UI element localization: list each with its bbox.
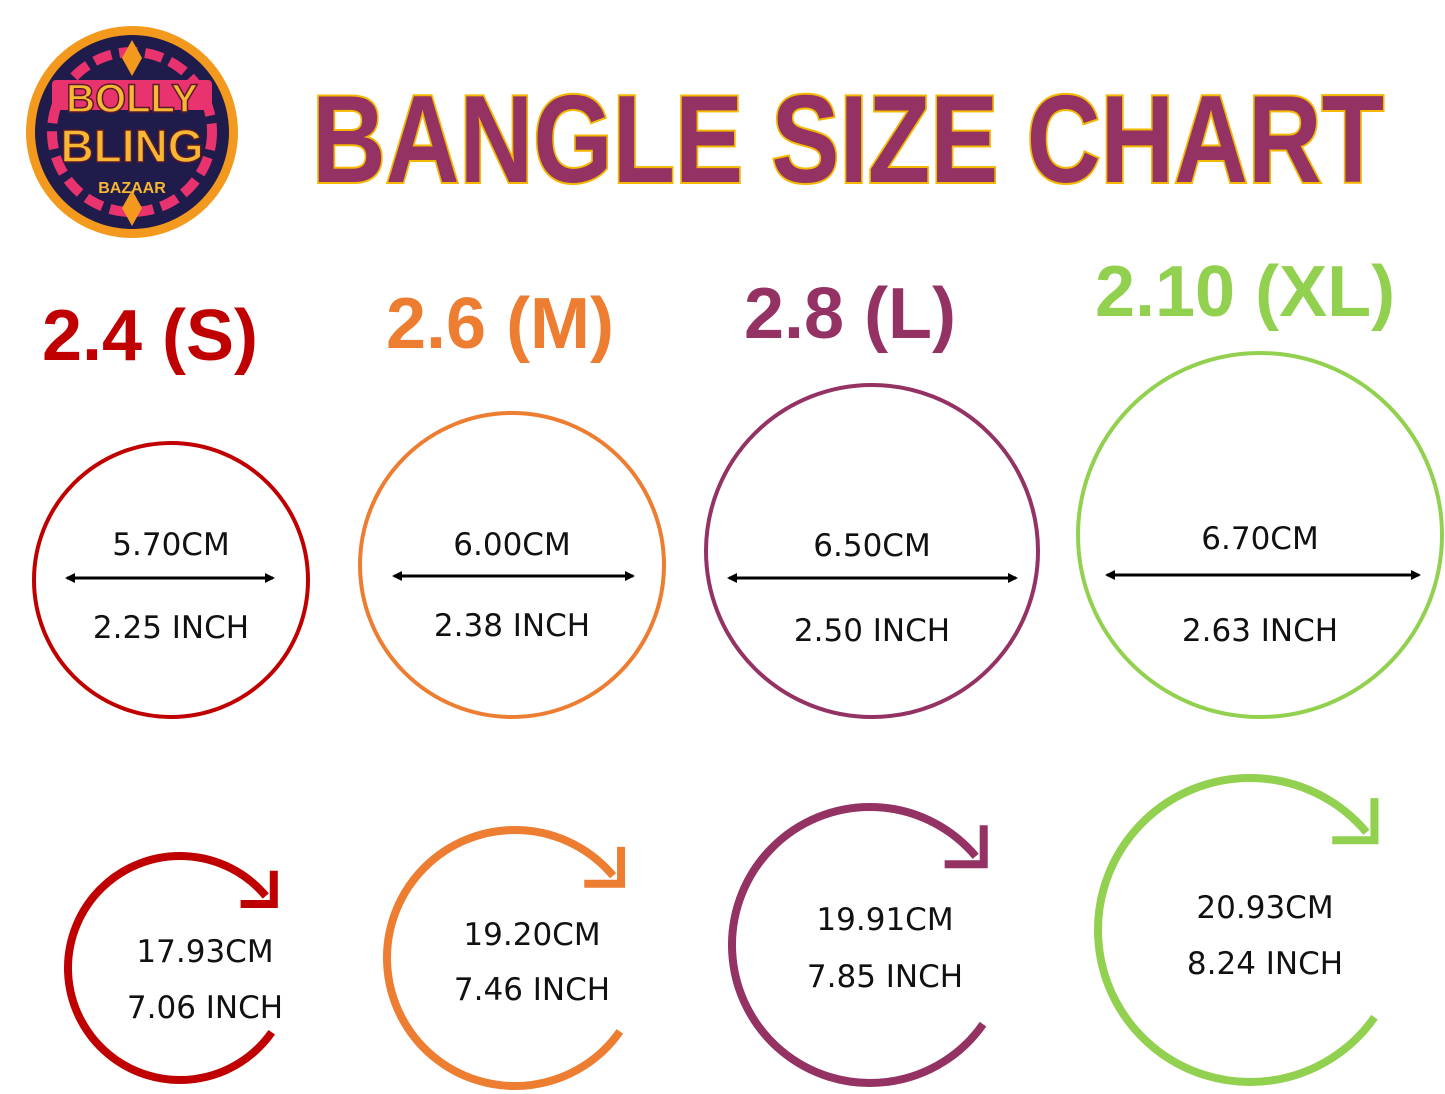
- diameter-cm-l: 6.50CM: [813, 528, 930, 564]
- circumference-arrowhead-icon-s: [240, 870, 278, 909]
- diameter-circle-s: [32, 441, 310, 719]
- diameter-circle-m: [358, 411, 666, 719]
- circumference-arrowhead-icon-m: [584, 846, 626, 888]
- size-label-s: 2.4 (S): [42, 296, 258, 376]
- circumference-arc-s: [64, 852, 276, 1084]
- logo-text-bazaar: BAZAAR: [98, 180, 166, 197]
- circumference-arrowhead-icon-l: [944, 825, 988, 869]
- circumference-inch-m: 7.46 INCH: [454, 972, 610, 1008]
- circumference-inch-l: 7.85 INCH: [807, 959, 963, 995]
- size-column-m: 2.6 (M) 6.00CM 2.38 INCH 19.20CM 7.46 INCH: [358, 284, 666, 1090]
- bolly-bling-bazaar-logo: BOLLY BLING BAZAAR: [26, 26, 238, 238]
- page-title: BANGLE SIZE CHART: [312, 71, 1384, 209]
- circumference-arc-xl: [1094, 773, 1378, 1086]
- circumference-arc-m: [383, 826, 624, 1090]
- diameter-inch-xl: 2.63 INCH: [1182, 613, 1338, 649]
- size-column-l: 2.8 (L) 6.50CM 2.50 INCH 19.91CM 7.85 INCH: [704, 274, 1040, 1087]
- logo-diamond-top: [122, 40, 142, 76]
- diameter-cm-m: 6.00CM: [453, 527, 570, 563]
- circumference-cm-xl: 20.93CM: [1196, 890, 1333, 926]
- size-label-l: 2.8 (L): [744, 274, 956, 354]
- diameter-inch-m: 2.38 INCH: [434, 608, 590, 644]
- circumference-cm-m: 19.20CM: [463, 917, 600, 953]
- circumference-arrowhead-icon-xl: [1332, 798, 1379, 845]
- diameter-circle-l: [704, 383, 1040, 719]
- logo-text-bling: BLING: [60, 120, 203, 172]
- size-column-s: 2.4 (S) 5.70CM 2.25 INCH 17.93CM 7.06 INCH: [32, 296, 310, 1084]
- circumference-cm-l: 19.91CM: [816, 902, 953, 938]
- size-label-xl: 2.10 (XL): [1095, 252, 1395, 332]
- size-column-xl: 2.10 (XL) 6.70CM 2.63 INCH 20.93CM 8.24 INCH: [1076, 252, 1444, 1086]
- circumference-cm-s: 17.93CM: [136, 934, 273, 970]
- diameter-cm-s: 5.70CM: [112, 527, 229, 563]
- size-label-m: 2.6 (M): [386, 284, 614, 364]
- diameter-inch-s: 2.25 INCH: [93, 610, 249, 646]
- logo-banner: [52, 80, 212, 110]
- diameter-cm-xl: 6.70CM: [1201, 521, 1318, 557]
- logo-diamond-bottom: [122, 190, 142, 226]
- diameter-inch-l: 2.50 INCH: [794, 613, 950, 649]
- logo-text-bolly: BOLLY: [66, 77, 198, 121]
- circumference-arc-l: [728, 803, 987, 1087]
- circumference-inch-s: 7.06 INCH: [127, 990, 283, 1026]
- diameter-circle-xl: [1076, 351, 1444, 719]
- circumference-inch-xl: 8.24 INCH: [1187, 946, 1343, 982]
